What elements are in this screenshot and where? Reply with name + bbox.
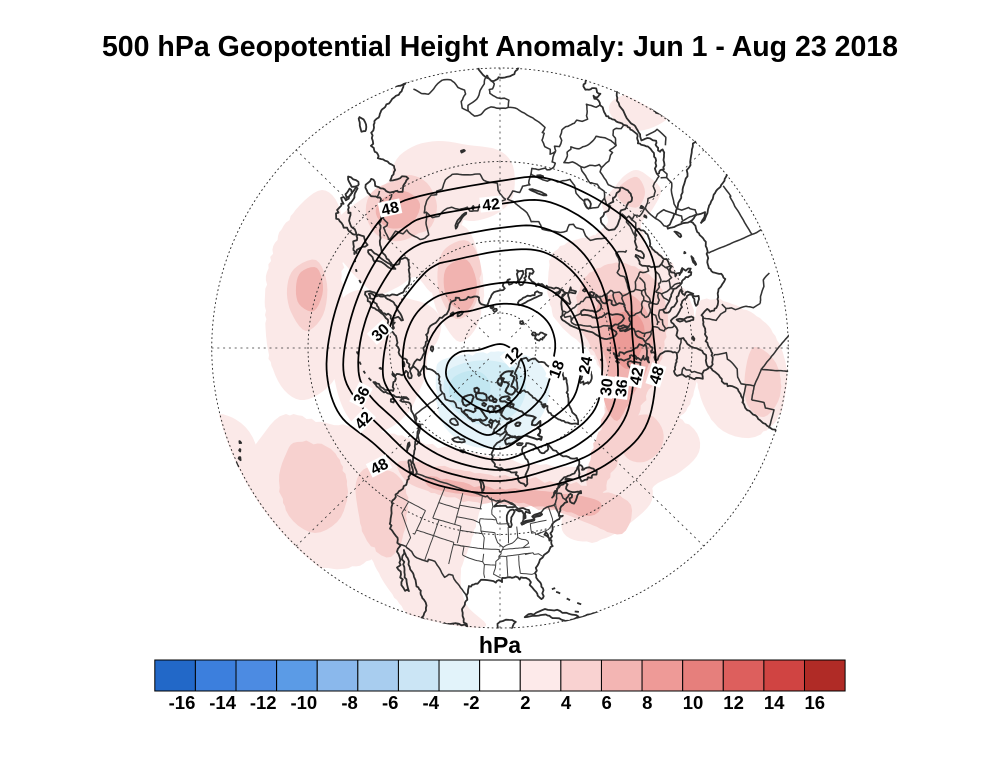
svg-text:-2: -2 (463, 692, 479, 713)
svg-text:36: 36 (351, 384, 374, 408)
svg-text:-8: -8 (341, 692, 357, 713)
svg-text:48: 48 (646, 364, 668, 386)
svg-text:6: 6 (602, 692, 612, 713)
svg-text:18: 18 (546, 358, 568, 381)
svg-text:-4: -4 (423, 692, 440, 713)
svg-text:10: 10 (683, 692, 704, 713)
svg-text:12: 12 (723, 692, 744, 713)
svg-text:14: 14 (764, 692, 785, 713)
svg-text:-14: -14 (209, 692, 236, 713)
svg-text:42: 42 (482, 196, 501, 215)
svg-text:16: 16 (805, 692, 826, 713)
svg-text:500 hPa Geopotential Height An: 500 hPa Geopotential Height Anomaly: Jun… (102, 31, 898, 63)
svg-text:-16: -16 (169, 692, 196, 713)
svg-text:hPa: hPa (479, 632, 521, 658)
svg-text:24: 24 (576, 355, 596, 376)
svg-text:-12: -12 (250, 692, 277, 713)
svg-text:4: 4 (561, 692, 572, 713)
svg-text:48: 48 (380, 199, 401, 219)
svg-text:42: 42 (627, 366, 647, 387)
svg-text:30: 30 (598, 377, 617, 397)
svg-text:-10: -10 (290, 692, 317, 713)
svg-text:2: 2 (520, 692, 530, 713)
svg-text:48: 48 (368, 456, 392, 479)
svg-text:8: 8 (642, 692, 652, 713)
svg-text:-6: -6 (382, 692, 398, 713)
